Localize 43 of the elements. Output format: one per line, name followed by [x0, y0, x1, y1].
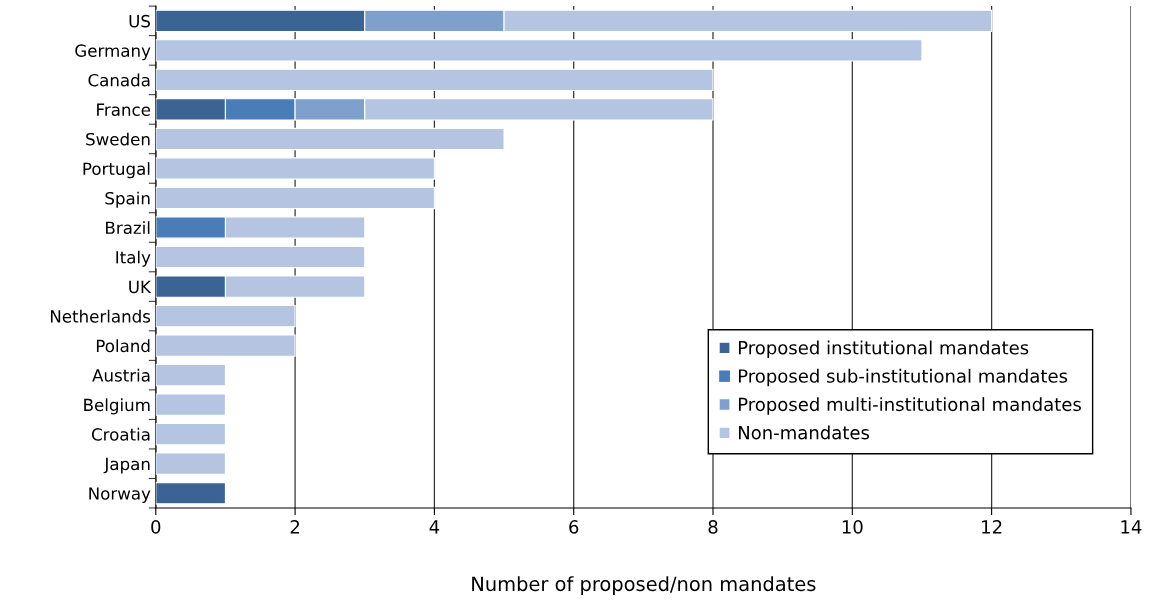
- x-tick-label: 6: [569, 520, 579, 534]
- bar: [155, 186, 435, 210]
- x-axis-title: Number of proposed/non mandates: [472, 576, 816, 595]
- y-tick-label: Norway: [89, 487, 151, 503]
- x-tick-label: 14: [1121, 520, 1142, 534]
- legend-label: Proposed institutional mandates: [738, 340, 1029, 359]
- bar: [155, 245, 366, 269]
- x-tick-label: 4: [429, 520, 440, 534]
- bar: [155, 68, 714, 92]
- bar: [155, 452, 226, 475]
- y-tick-label: Spain: [105, 191, 150, 208]
- bar: [155, 422, 226, 446]
- x-tick-label: 2: [290, 520, 300, 534]
- x-tick-label: 8: [708, 520, 718, 534]
- bar: [155, 39, 923, 62]
- y-tick-label: Japan: [103, 457, 150, 474]
- y-tick-label: Canada: [88, 73, 150, 87]
- y-tick-label: Croatia: [91, 427, 150, 441]
- y-tick-label: Sweden: [86, 132, 150, 146]
- y-tick-label: UK: [129, 280, 152, 294]
- x-tick-label: 0: [151, 520, 161, 534]
- bar: [155, 157, 435, 180]
- y-tick-label: Germany: [75, 44, 151, 61]
- bar: [155, 304, 296, 328]
- x-tick-label: 12: [982, 520, 1002, 534]
- y-tick-label: Brazil: [106, 221, 150, 235]
- bar: [155, 334, 296, 357]
- legend-label: Proposed sub-institutional mandates: [738, 368, 1068, 387]
- y-tick-label: Austria: [92, 368, 150, 382]
- legend-label: Non-mandates: [738, 425, 870, 440]
- y-tick-label: Italy: [116, 250, 151, 267]
- y-tick-label: France: [97, 103, 151, 117]
- legend-label: Proposed multi-institutional mandates: [738, 397, 1081, 415]
- y-tick-label: Poland: [96, 339, 150, 353]
- bar: [155, 393, 226, 416]
- y-tick-label: US: [129, 14, 150, 28]
- y-tick-label: Belgium: [84, 398, 150, 415]
- x-tick-label: 10: [842, 520, 863, 534]
- bar: [155, 482, 226, 505]
- bar: [155, 363, 226, 387]
- y-tick-label: Portugal: [83, 162, 150, 179]
- bar: [155, 127, 505, 151]
- y-tick-label: Netherlands: [50, 309, 151, 323]
